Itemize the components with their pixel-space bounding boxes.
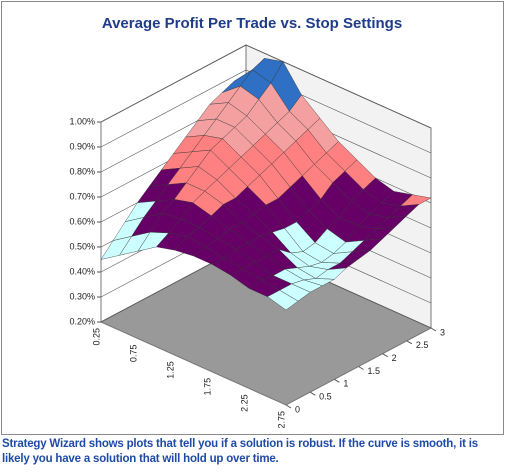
z-tick-label: 0.20% [69,316,95,326]
surface-patch [267,290,299,311]
tick-mark [285,404,292,409]
tick-mark [334,378,340,383]
x-tick-label: 0.25 [91,328,101,346]
z-tick-label: 0.90% [69,141,95,151]
x-tick-label: 1.25 [165,361,175,379]
grid-line [100,44,432,129]
caption: Strategy Wizard shows plots that tell yo… [2,438,478,465]
z-tick-label: 0.30% [69,291,95,301]
z-tick-label: 0.60% [69,216,95,226]
tick-mark [382,353,388,358]
z-tick-label: 0.70% [69,191,95,201]
tick-mark [309,391,316,396]
depth-tick-label: 1.5 [368,366,381,376]
x-tick-label: 0.75 [128,345,138,363]
x-tick-label: 1.75 [202,378,212,396]
grid-line [100,69,432,154]
chart-title: Average Profit Per Trade vs. Stop Settin… [102,15,402,32]
x-tick-label: 2.25 [239,394,249,412]
depth-tick-label: 2 [392,353,397,363]
z-tick-label: 0.40% [69,266,95,276]
tick-mark [430,327,437,332]
depth-tick-label: 0.5 [319,392,332,402]
z-tick-label: 0.50% [69,241,95,251]
depth-tick-label: 1 [343,379,348,389]
chart-frame: Average Profit Per Trade vs. Stop Settin… [1,1,504,435]
z-tick-label: 0.80% [69,166,95,176]
x-tick-label: 2.75 [276,411,286,429]
tick-mark [406,340,413,345]
chart: Average Profit Per Trade vs. Stop Settin… [69,15,445,429]
tick-mark [358,366,364,370]
z-tick-label: 1.00% [69,116,95,126]
depth-tick-label: 2.5 [416,340,429,350]
depth-tick-label: 0 [295,404,300,414]
depth-tick-label: 3 [440,327,445,337]
